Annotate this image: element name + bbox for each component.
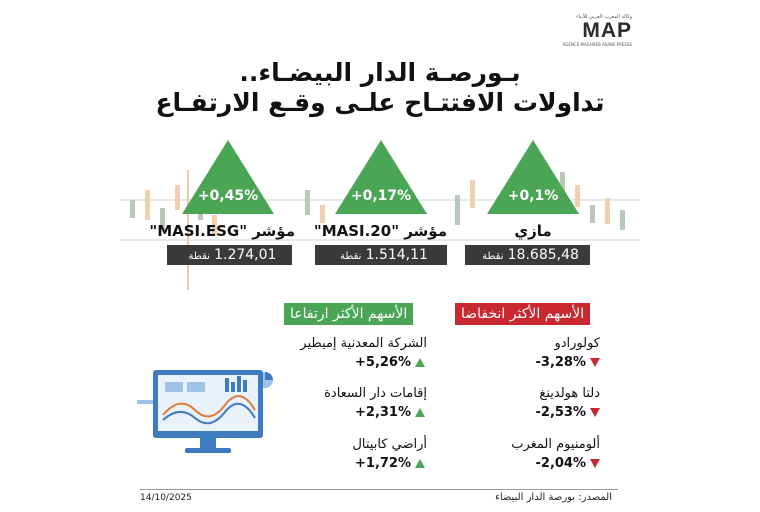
map-logo: وكالة المغرب العربي للأنباء MAP AGENCE M…: [552, 14, 632, 47]
down-arrow-icon: [590, 408, 600, 417]
logo-arabic-text: وكالة المغرب العربي للأنباء: [576, 14, 632, 20]
index-masi-change: +0,1%: [507, 188, 559, 204]
index-masiesg-value-box: 1.274,01 نقطة: [167, 245, 292, 265]
index-masiesg-value: 1.274,01: [214, 247, 277, 263]
gainer-1-change-row: +5,26%: [355, 355, 425, 370]
index-masi20-name: مؤشر "MASI.20": [313, 222, 447, 240]
loser-3-change: -2,04%: [535, 456, 587, 471]
index-masi20-triangle: +0,17%: [335, 140, 427, 214]
gainer-2-change: +2,31%: [355, 405, 411, 420]
logo-subtitle: AGENCE MAGHREB ARABE PRESSE: [562, 42, 632, 47]
gainer-1-name: الشركة المعدنية إميطير: [300, 336, 427, 351]
loser-1-name: كولورادو: [554, 336, 600, 351]
index-masiesg-name: مؤشر "MASI.ESG": [149, 222, 295, 240]
gainer-3-name: أراضي كابيتال: [352, 437, 427, 452]
gainer-2-name: إقامات دار السعادة: [324, 386, 427, 401]
page-title-line2: تداولات الافتتـاح علـى وقـع الارتفـاع: [155, 88, 605, 117]
index-masiesg-triangle: +0,45%: [182, 140, 274, 214]
footer-date: 14/10/2025: [140, 493, 192, 503]
index-masiesg-change: +0,45%: [197, 188, 259, 204]
index-masi-value: 18.685,48: [507, 247, 579, 263]
index-masi-triangle: +0,1%: [487, 140, 579, 214]
gainer-3-change: +1,72%: [355, 456, 411, 471]
monitor-chart-icon: [137, 370, 273, 453]
index-masiesg-unit: نقطة: [188, 251, 210, 262]
loser-3-name: ألومنيوم المغرب: [511, 437, 600, 452]
gainers-header: الأسهم الأكثر ارتفاعا: [284, 303, 414, 325]
gainer-1-change: +5,26%: [355, 355, 411, 370]
loser-1-change: -3,28%: [535, 355, 587, 370]
loser-2-change: -2,53%: [535, 405, 587, 420]
up-arrow-icon: [415, 459, 425, 468]
gainer-3-change-row: +1,72%: [355, 456, 425, 471]
loser-2-name: دلتا هولدينغ: [539, 386, 600, 401]
footer-divider: [140, 489, 618, 490]
up-arrow-icon: [415, 358, 425, 367]
loser-2-change-row: -2,53%: [535, 405, 600, 420]
footer-source: المصدر: بورصة الدار البيضاء: [495, 492, 612, 503]
index-masi20-value-box: 1.514,11 نقطة: [315, 245, 447, 265]
down-arrow-icon: [590, 459, 600, 468]
index-masi20-unit: نقطة: [340, 251, 362, 262]
logo-name: MAP: [582, 19, 632, 42]
loser-1-change-row: -3,28%: [535, 355, 600, 370]
gainer-2-change-row: +2,31%: [355, 405, 425, 420]
index-masi20-change: +0,17%: [350, 188, 412, 204]
index-masi-name: مازي: [514, 222, 552, 240]
up-arrow-icon: [415, 408, 425, 417]
index-masi20-value: 1.514,11: [365, 247, 428, 263]
page-title-line1: بـورصـة الدار البيضـاء..: [239, 58, 521, 87]
down-arrow-icon: [590, 358, 600, 367]
losers-header: الأسهم الأكثر انخفاضا: [455, 303, 591, 325]
loser-3-change-row: -2,04%: [535, 456, 600, 471]
index-masi-unit: نقطة: [482, 251, 504, 262]
index-masi-value-box: 18.685,48 نقطة: [465, 245, 590, 265]
